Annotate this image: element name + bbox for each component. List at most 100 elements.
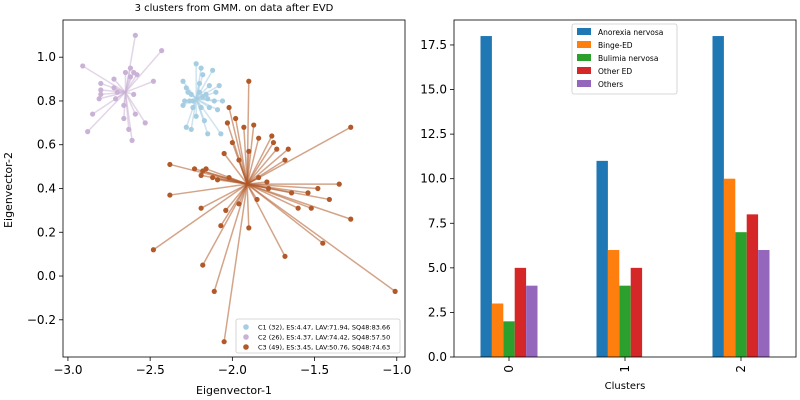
cluster-3-point [246, 78, 252, 84]
cluster-2-point [132, 32, 138, 38]
bar-anorexia-nervosa [712, 36, 724, 358]
cluster-1-point [188, 91, 194, 98]
cluster-2-point [113, 96, 119, 102]
cluster-1-point [200, 72, 206, 78]
cluster-3-point [226, 104, 232, 111]
cluster-3-link [246, 183, 286, 257]
cluster-3-link [246, 148, 289, 185]
bar-x-tick-label: 0 [502, 365, 516, 373]
bar-axes-frame [453, 19, 797, 358]
scatter-lines [82, 35, 396, 342]
cluster-3-link [202, 183, 248, 266]
cluster-1-point [200, 93, 206, 100]
cluster-2-point [142, 120, 148, 126]
cluster-3-point [256, 135, 262, 141]
cluster-3-point [295, 205, 301, 211]
scatter-y-tick-label: 1.0 [37, 50, 56, 64]
cluster-3-point [265, 185, 272, 192]
cluster-3-point [233, 115, 239, 122]
cluster-1-point [205, 96, 211, 102]
cluster-3-point [348, 216, 354, 222]
cluster-2-point [126, 126, 132, 133]
bar-legend-label: Others [598, 80, 623, 89]
scatter-x-tick-label: −2.5 [136, 363, 165, 377]
bar-bulimia-nervosa [503, 321, 515, 357]
cluster-1-point [193, 61, 199, 67]
bar-anorexia-nervosa [596, 160, 608, 357]
cluster-3-point [229, 139, 235, 146]
bar-y-tick-label: 12.5 [420, 127, 447, 141]
cluster-2-link [125, 80, 154, 93]
cluster-3-link [247, 183, 318, 190]
cluster-3-point [214, 177, 221, 183]
bar-x-label: Clusters [605, 381, 646, 392]
scatter-legend-label: C3 (49), ES:3.45, LAV:50.76, SQ48:74.63 [258, 344, 390, 352]
cluster-3-point [274, 146, 280, 152]
bar-y-ticks: 0.0 2.5 5.0 7.5 10.0 12.5 15.0 17.5 [420, 38, 454, 364]
cluster-1-point [196, 89, 203, 95]
cluster-2-point [132, 111, 138, 117]
cluster-3-point [218, 223, 224, 229]
cluster-3-link [246, 183, 351, 220]
scatter-axes-frame [62, 19, 406, 358]
cluster-2-link [124, 92, 133, 141]
cluster-3-link [246, 184, 250, 228]
cluster-3-point [223, 207, 229, 213]
cluster-3-point [191, 166, 198, 172]
scatter-y-tick-label: 0.8 [37, 94, 56, 108]
cluster-1-link [195, 98, 222, 135]
cluster-1-point [210, 67, 216, 73]
scatter-y-tick-label: 0.0 [37, 269, 56, 283]
cluster-2-link [92, 91, 126, 115]
cluster-1-point [219, 98, 226, 104]
cluster-3-link [213, 183, 248, 292]
scatter-points [80, 32, 398, 345]
cluster-2-point [98, 80, 104, 87]
cluster-2-point [121, 115, 127, 122]
cluster-2-point [85, 129, 91, 135]
bar-chart: 0 1 2 0.0 2.5 5.0 7.5 10.0 12.5 15.0 17.5 Cluster… [420, 19, 797, 392]
cluster-3-point [254, 196, 260, 203]
cluster-3-point [241, 124, 247, 130]
cluster-1-point [201, 118, 208, 124]
cluster-3-point [210, 174, 216, 181]
bar-others [526, 285, 538, 357]
bar-y-tick-label: 10.0 [420, 172, 447, 186]
bar-x-ticks: 0 1 2 [502, 357, 748, 373]
scatter-chart: 3 clusters from GMM. on data after EVD −… [2, 3, 411, 397]
cluster-2-link [124, 76, 132, 93]
cluster-3-point [221, 150, 227, 157]
cluster-2-point [159, 48, 165, 54]
cluster-3-link [238, 159, 248, 185]
scatter-legend-box [235, 318, 401, 354]
cluster-3-point [200, 262, 206, 268]
cluster-1-point [205, 131, 211, 137]
cluster-2-point [127, 65, 134, 71]
cluster-2-point [121, 102, 127, 108]
bar-y-tick-label: 17.5 [420, 38, 447, 52]
bar-y-tick-label: 0.0 [428, 350, 447, 364]
cluster-3-link [247, 183, 330, 201]
cluster-3-link [246, 183, 396, 292]
cluster-3-point [348, 124, 354, 130]
cluster-1-point [198, 65, 204, 71]
cluster-3-point [256, 174, 262, 181]
cluster-1-point [216, 83, 222, 89]
bar-y-tick-label: 7.5 [428, 216, 447, 230]
bar-other-ed [514, 267, 527, 357]
cluster-2-point [80, 63, 86, 69]
bar-bulimia-nervosa [735, 232, 747, 357]
cluster-1-point [183, 85, 189, 91]
bar-binge-ed [491, 303, 504, 357]
cluster-2-point [96, 96, 102, 102]
scatter-legend-marker [243, 344, 249, 350]
cluster-3-point [167, 192, 173, 198]
cluster-2-point [127, 74, 134, 80]
cluster-1-point [196, 80, 203, 87]
bar-x-tick-label: 2 [734, 365, 748, 373]
cluster-3-point [211, 288, 217, 294]
cluster-3-point [282, 253, 288, 259]
scatter-legend-label: C2 (26), ES:4.37, LAV:74.42, SQ48:57.50 [258, 334, 390, 342]
bar-legend-swatch [577, 54, 591, 61]
cluster-1-point [182, 98, 188, 104]
